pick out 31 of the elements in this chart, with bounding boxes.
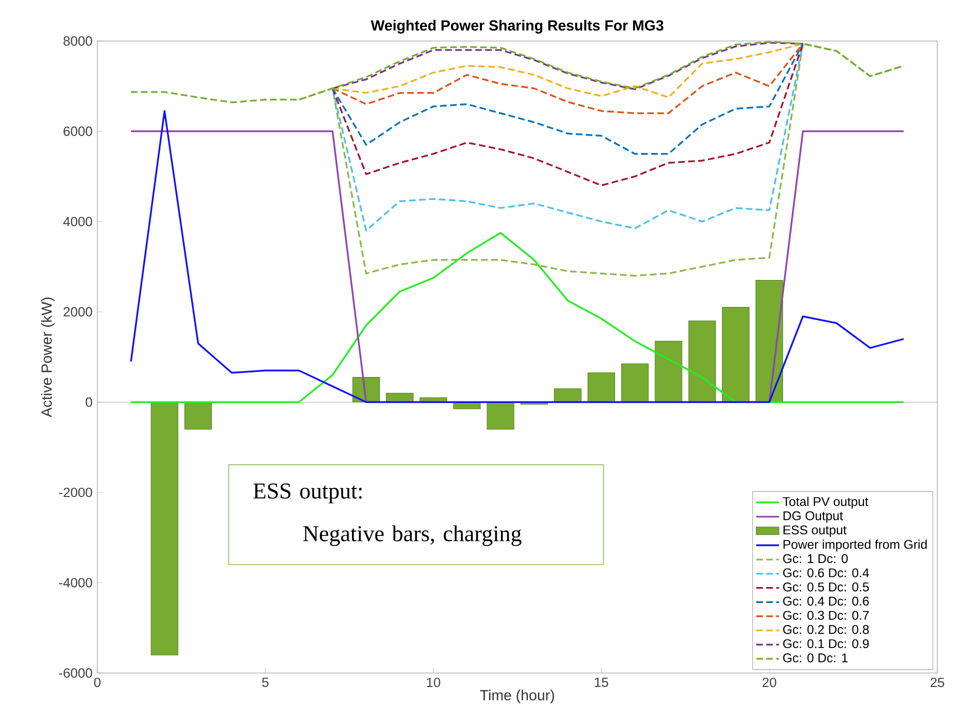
y-tick-label: 6000 — [64, 126, 92, 136]
legend-label: DG Output — [784, 511, 843, 523]
y-axis-title: Active Power (kW) — [41, 298, 55, 418]
annotation: Negative bars, charging — [303, 525, 522, 546]
legend-label: Gc: 0.4 Dc: 0.6 — [783, 596, 869, 606]
legend-label: Gc: 1 Dc: 0 — [783, 554, 848, 564]
x-tick-label: 15 — [594, 678, 608, 687]
legend-label: Total PV output — [782, 496, 868, 509]
legend-label: Gc: 0.3 Dc: 0.7 — [783, 610, 869, 620]
legend-label: Gc: 0.5 Dc: 0.5 — [783, 582, 869, 592]
legend-label: Power imported from Grid — [784, 540, 927, 552]
x-tick-label: 5 — [262, 678, 268, 687]
y-tick-label: 0 — [86, 397, 92, 407]
chart-title: Weighted Power Sharing Results For MG3 — [370, 20, 664, 34]
x-tick-label: 0 — [94, 678, 101, 688]
legend-label: Gc: 0 Dc: 1 — [783, 653, 848, 662]
legend-label: Gc: 0.1 Dc: 0.9 — [783, 639, 869, 648]
y-tick-label: 8000 — [64, 36, 92, 46]
x-tick-label: 20 — [762, 678, 776, 688]
annotation: ESS output: — [253, 483, 362, 504]
legend-label: Gc: 0.6 Dc: 0.4 — [783, 568, 869, 578]
legend-label: ESS output — [784, 525, 846, 537]
y-tick-label: -6000 — [59, 668, 92, 678]
y-tick-label: 2000 — [64, 307, 92, 317]
legend-label: Gc: 0.2 Dc: 0.8 — [783, 625, 869, 634]
x-tick-label: 10 — [426, 678, 440, 688]
x-axis-title: Time (hour) — [480, 690, 554, 704]
y-tick-label: -4000 — [59, 578, 92, 588]
y-tick-label: -2000 — [59, 488, 92, 498]
x-tick-label: 25 — [930, 678, 944, 688]
y-tick-label: 4000 — [63, 216, 92, 226]
